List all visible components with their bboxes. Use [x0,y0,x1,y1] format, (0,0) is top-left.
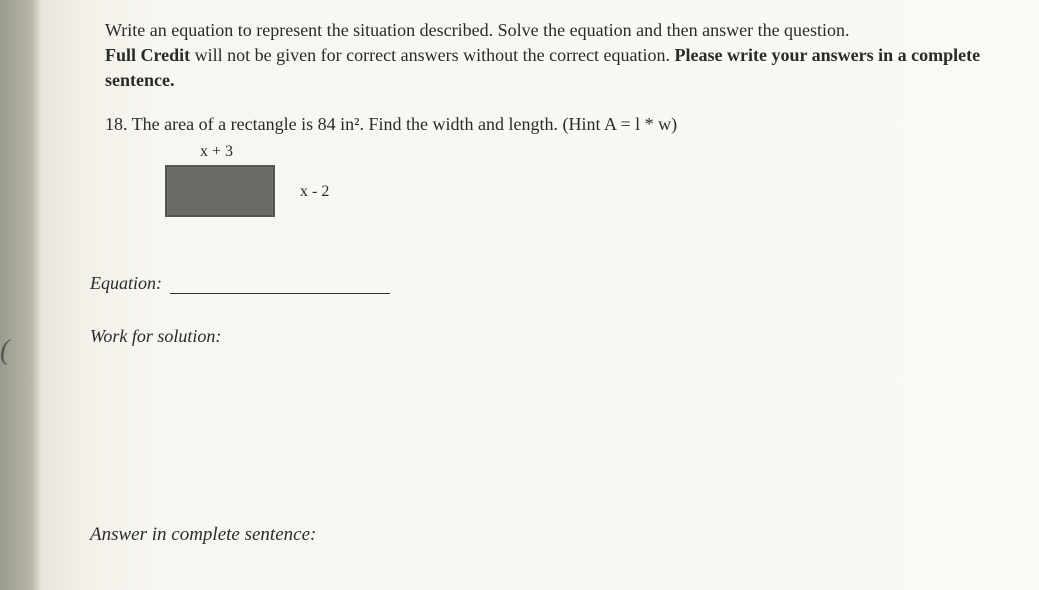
instruction-line1: Write an equation to represent the situa… [105,20,850,40]
instruction-bold-fullcredit: Full Credit [105,45,190,65]
question-text: The area of a rectangle is 84 in². Find … [132,114,677,134]
instruction-mid: will not be given for correct answers wi… [190,45,674,65]
equation-blank [170,276,390,294]
rectangle-shape [165,165,275,217]
length-label: x + 3 [200,143,233,161]
stray-paren-mark: ( [0,335,9,367]
rectangle-diagram: x + 3 x - 2 [165,143,1009,233]
work-label: Work for solution: [90,326,1009,347]
worksheet-page: Write an equation to represent the situa… [0,0,1039,590]
answer-label: Answer in complete sentence: [90,524,316,546]
question-number: 18. [105,114,128,134]
instructions-block: Write an equation to represent the situa… [105,18,1009,94]
equation-label: Equation: [90,273,162,294]
equation-row: Equation: [90,273,1009,294]
question-line: 18. The area of a rectangle is 84 in². F… [105,114,1009,135]
width-label: x - 2 [300,183,329,201]
